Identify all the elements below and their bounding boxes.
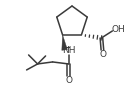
Text: O: O	[65, 76, 72, 85]
Text: NH: NH	[62, 46, 75, 55]
Text: OH: OH	[112, 25, 125, 34]
Text: O: O	[100, 50, 107, 59]
Polygon shape	[62, 35, 67, 50]
